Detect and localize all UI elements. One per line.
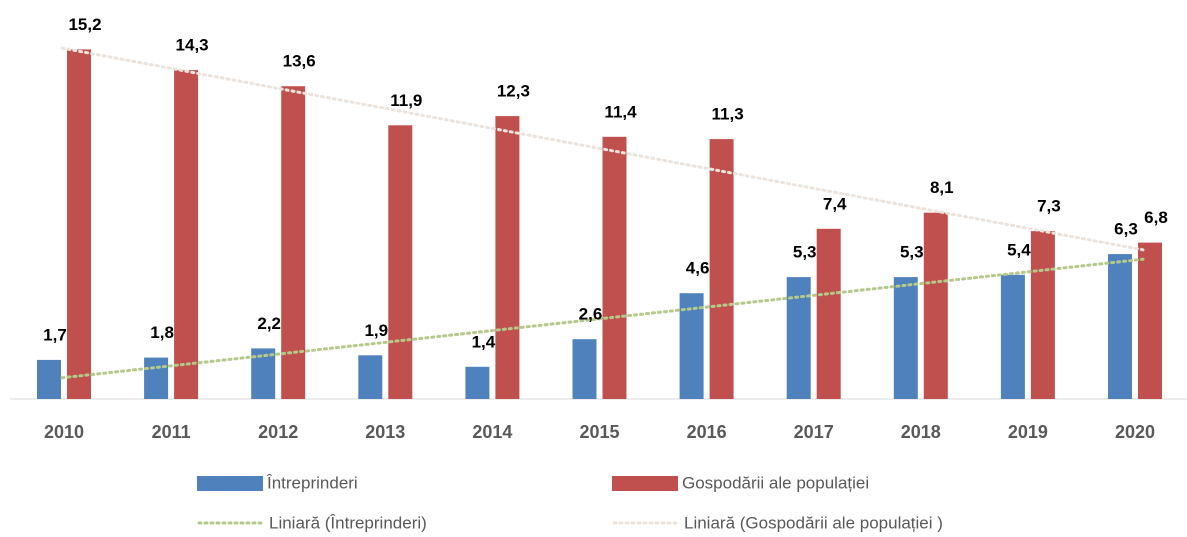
bar: [1000, 274, 1025, 399]
data-label: 14,3: [176, 36, 209, 55]
bar: [1138, 242, 1162, 399]
data-label: 6,8: [1144, 208, 1168, 227]
legend-swatch: [612, 476, 678, 491]
data-label: 5,4: [1007, 240, 1031, 259]
x-tick-label: 2019: [1008, 422, 1048, 442]
bar: [174, 70, 199, 399]
x-tick-label: 2014: [472, 422, 512, 442]
bar: [602, 136, 627, 400]
x-tick-label: 2017: [794, 422, 834, 442]
data-label: 5,3: [900, 243, 924, 262]
bar: [465, 366, 490, 399]
data-label: 1,8: [150, 323, 174, 342]
legend-label: Gospodării ale populației: [682, 473, 869, 492]
bar: [1030, 231, 1055, 399]
bar: [37, 359, 61, 399]
legend-label: Liniară (Gospodării ale populației ): [684, 513, 943, 532]
x-tick-label: 2016: [687, 422, 727, 442]
data-label: 1,4: [472, 332, 496, 351]
bar: [67, 49, 91, 400]
x-tick-label: 2012: [258, 422, 298, 442]
bar: [388, 125, 413, 400]
legend-label: Liniară (Întreprinderi): [269, 513, 427, 532]
bar: [816, 228, 841, 399]
bar: [281, 86, 306, 399]
bar: [572, 339, 597, 399]
bar: [1108, 254, 1132, 399]
data-label: 13,6: [283, 52, 316, 71]
trendline: [60, 46, 1145, 252]
data-label: 11,9: [390, 91, 422, 110]
data-label: 11,3: [712, 105, 744, 124]
x-tick-label: 2015: [579, 422, 619, 442]
data-label: 2,2: [257, 314, 281, 333]
bar: [709, 139, 734, 399]
bar: [495, 116, 520, 399]
bar: [893, 277, 918, 399]
bar: [144, 357, 169, 399]
x-tick-label: 2011: [152, 422, 191, 442]
x-tick-label: 2013: [365, 422, 405, 442]
data-label: 4,6: [686, 259, 710, 278]
bar: [358, 355, 383, 399]
data-label: 2,6: [579, 305, 603, 324]
trendline: [60, 257, 1145, 380]
x-tick-label: 2018: [901, 422, 941, 442]
data-label: 15,2: [68, 15, 101, 34]
x-tick-label: 2020: [1115, 422, 1155, 442]
data-label: 6,3: [1114, 220, 1138, 239]
bar: [923, 212, 948, 399]
data-label: 5,3: [793, 243, 817, 262]
data-label: 1,9: [364, 321, 388, 340]
data-label: 7,3: [1037, 197, 1061, 216]
data-label: 12,3: [497, 82, 530, 101]
x-tick-label: 2010: [44, 422, 84, 442]
data-label: 8,1: [930, 178, 954, 197]
legend-label: Întreprinderi: [266, 473, 358, 492]
legend-swatch: [197, 476, 263, 491]
data-label: 11,4: [604, 102, 637, 121]
data-label: 7,4: [823, 194, 847, 213]
data-label: 1,7: [43, 325, 67, 344]
